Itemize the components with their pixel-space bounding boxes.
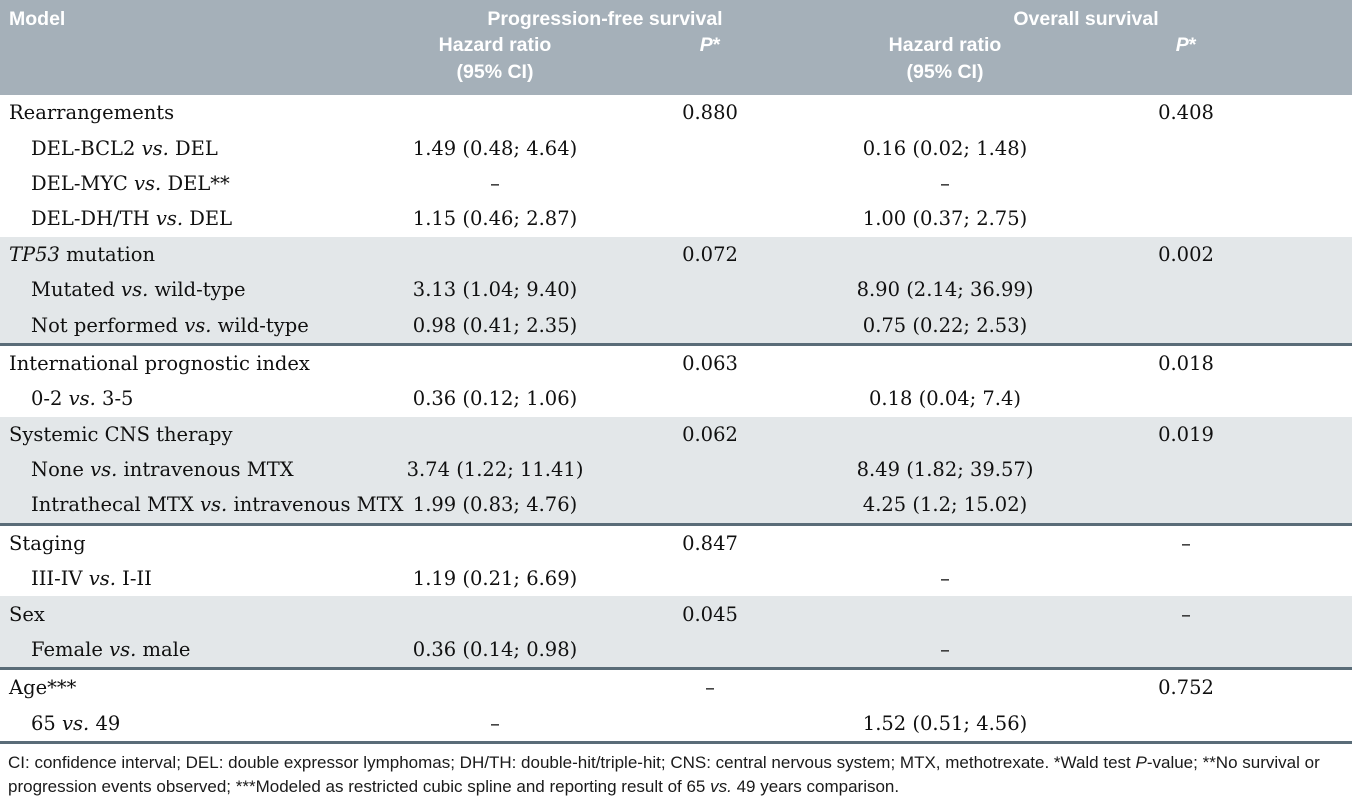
table-row: Mutated vs. wild-type 3.13 (1.04; 9.40) … (0, 271, 1352, 308)
cell-os-hazard-ratio: 0.16 (0.02; 1.48) (862, 136, 1028, 160)
cell-os-hazard-ratio: – (940, 567, 950, 591)
hazard-ratio-line2: (95% CI) (456, 61, 534, 83)
cell-pfs-hazard-ratio: 1.99 (0.83; 4.76) (412, 493, 578, 517)
cell-pfs-hazard-ratio: 1.49 (0.48; 4.64) (412, 136, 578, 160)
cell-pfs-hazard-ratio: 3.13 (1.04; 9.40) (412, 278, 578, 302)
cell-model-label: Not performed vs. wild-type (31, 313, 309, 337)
cell-pfs-hazard-ratio: 0.98 (0.41; 2.35) (412, 313, 578, 337)
cell-model-label: None vs. intravenous MTX (31, 458, 294, 482)
table-row: Sex 0.045 – (0, 596, 1352, 632)
cell-model-label: DEL-BCL2 vs. DEL (31, 136, 218, 160)
cell-pfs-hazard-ratio: – (490, 711, 500, 735)
cell-os-hazard-ratio: 8.90 (2.14; 36.99) (856, 278, 1034, 302)
cell-os-p-value: 0.018 (1158, 351, 1214, 375)
table-footnote: CI: confidence interval; DEL: double exp… (8, 753, 1320, 797)
cell-pfs-p-value: 0.072 (682, 242, 738, 266)
table-row: DEL-DH/TH vs. DEL 1.15 (0.46; 2.87) 1.00… (0, 201, 1352, 236)
cell-os-hazard-ratio: 0.75 (0.22; 2.53) (862, 313, 1028, 337)
cell-pfs-p-value: 0.045 (682, 602, 738, 626)
cell-os-p-value: – (1181, 531, 1191, 555)
cell-model-label: Female vs. male (31, 638, 191, 662)
cell-pfs-p-value: 0.880 (682, 101, 738, 125)
hazard-ratio-line2: (95% CI) (906, 61, 984, 83)
cell-model-label: III-IV vs. I-II (31, 567, 152, 591)
cell-os-p-value: 0.752 (1158, 676, 1214, 700)
table-row: International prognostic index 0.063 0.0… (0, 346, 1352, 381)
cell-os-p-value: 0.002 (1158, 242, 1214, 266)
table-row: Intrathecal MTX vs. intravenous MTX 1.99… (0, 487, 1352, 526)
cell-model-label: TP53 mutation (9, 242, 156, 266)
header-group-overall-survival: Overall survival (1013, 8, 1159, 30)
table-row: Not performed vs. wild-type 0.98 (0.41; … (0, 307, 1352, 346)
table-row: TP53 mutation 0.072 0.002 (0, 236, 1352, 272)
cell-model-label: 0-2 vs. 3-5 (31, 387, 134, 411)
cell-os-hazard-ratio: 0.18 (0.04; 7.4) (868, 387, 1022, 411)
table-row: Rearrangements 0.880 0.408 (0, 95, 1352, 130)
table-row: None vs. intravenous MTX 3.74 (1.22; 11.… (0, 451, 1352, 488)
cell-os-hazard-ratio: 1.52 (0.51; 4.56) (862, 711, 1028, 735)
cell-os-hazard-ratio: – (940, 171, 950, 195)
cell-pfs-hazard-ratio: – (490, 171, 500, 195)
cell-model-label: Mutated vs. wild-type (31, 278, 246, 302)
cell-os-hazard-ratio: 1.00 (0.37; 2.75) (862, 207, 1028, 231)
cell-model-label: Intrathecal MTX vs. intravenous MTX (31, 493, 404, 517)
cell-pfs-hazard-ratio: 1.15 (0.46; 2.87) (412, 207, 578, 231)
cell-model-label: Rearrangements (9, 101, 175, 125)
cell-model-label: DEL-DH/TH vs. DEL (31, 207, 233, 231)
cell-os-hazard-ratio: 8.49 (1.82; 39.57) (856, 458, 1034, 482)
table-row: Age*** – 0.752 (0, 670, 1352, 705)
table-row: Systemic CNS therapy 0.062 0.019 (0, 416, 1352, 452)
cell-model-label: 65 vs. 49 (31, 711, 121, 735)
cell-model-label: Staging (9, 531, 86, 555)
hazard-ratio-line1: Hazard ratio (888, 34, 1002, 56)
table-row: DEL-MYC vs. DEL** – – (0, 166, 1352, 201)
table-row: DEL-BCL2 vs. DEL 1.49 (0.48; 4.64) 0.16 … (0, 130, 1352, 165)
cell-pfs-hazard-ratio: 0.36 (0.14; 0.98) (412, 638, 578, 662)
table-body: Rearrangements 0.880 0.408 DEL-BCL2 vs. … (0, 95, 1352, 745)
cell-os-p-value: 0.019 (1158, 422, 1214, 446)
header-model: Model (9, 8, 66, 30)
cell-model-label: International prognostic index (9, 351, 310, 375)
table-row: III-IV vs. I-II 1.19 (0.21; 6.69) – (0, 561, 1352, 596)
cell-pfs-hazard-ratio: 3.74 (1.22; 11.41) (406, 458, 584, 482)
header-pfs-hazard-ratio: Hazard ratio (95% CI) (390, 30, 600, 95)
cell-model-label: Systemic CNS therapy (9, 422, 233, 446)
header-pfs-p-value: P* (699, 34, 721, 56)
cell-pfs-p-value: 0.847 (682, 531, 738, 555)
hazard-ratio-line1: Hazard ratio (438, 34, 552, 56)
cell-os-p-value: – (1181, 602, 1191, 626)
cell-model-label: Age*** (9, 676, 77, 700)
cell-os-hazard-ratio: 4.25 (1.2; 15.02) (862, 493, 1028, 517)
table-header: Model Progression-free survival Overall … (0, 0, 1352, 95)
header-group-progression-free-survival: Progression-free survival (487, 8, 723, 30)
cell-pfs-p-value: – (705, 676, 715, 700)
table-row: Female vs. male 0.36 (0.14; 0.98) – (0, 631, 1352, 671)
cell-pfs-p-value: 0.062 (682, 422, 738, 446)
cell-os-hazard-ratio: – (940, 638, 950, 662)
table-row: 0-2 vs. 3-5 0.36 (0.12; 1.06) 0.18 (0.04… (0, 381, 1352, 416)
table-row: 65 vs. 49 – 1.52 (0.51; 4.56) (0, 706, 1352, 745)
cell-os-p-value: 0.408 (1158, 101, 1214, 125)
table-row: Staging 0.847 – (0, 526, 1352, 561)
header-os-p-value: P* (1175, 34, 1197, 56)
header-os-hazard-ratio: Hazard ratio (95% CI) (820, 30, 1070, 95)
cell-pfs-hazard-ratio: 0.36 (0.12; 1.06) (412, 387, 578, 411)
cell-pfs-hazard-ratio: 1.19 (0.21; 6.69) (412, 567, 578, 591)
cell-pfs-p-value: 0.063 (682, 351, 738, 375)
cell-model-label: Sex (9, 602, 45, 626)
cell-model-label: DEL-MYC vs. DEL** (31, 171, 230, 195)
